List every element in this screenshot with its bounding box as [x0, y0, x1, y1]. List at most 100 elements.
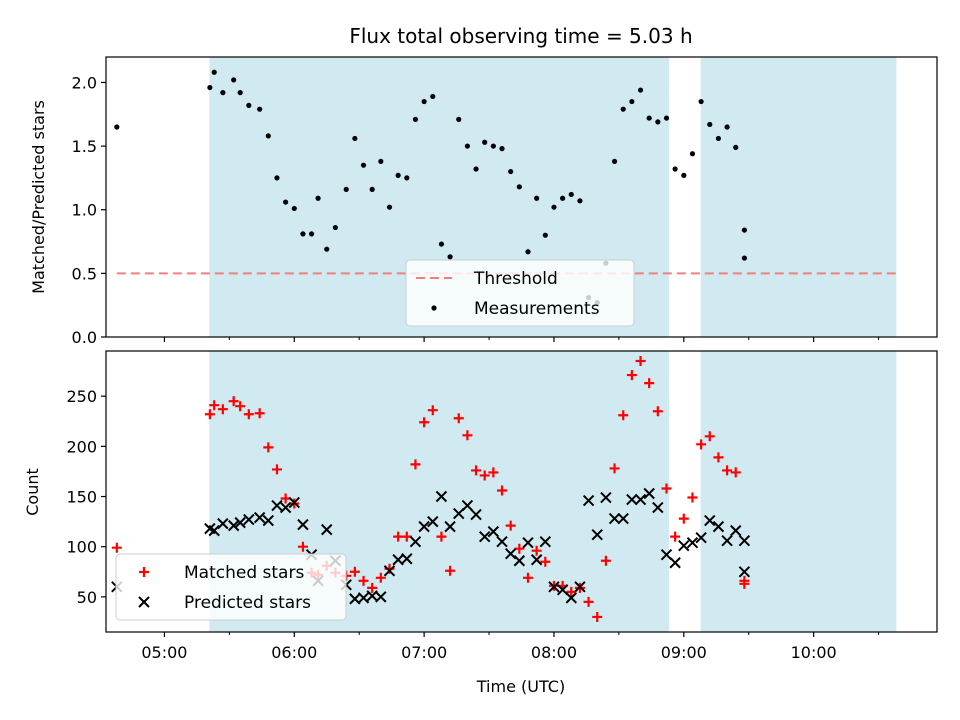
- data-point: [540, 556, 551, 567]
- data-point: [283, 199, 289, 205]
- data-point: [243, 409, 254, 420]
- data-point: [670, 531, 681, 542]
- data-point: [274, 175, 280, 181]
- axes-frame: [105, 56, 938, 338]
- data-point: [297, 518, 309, 531]
- data-point: [409, 535, 422, 548]
- data-point: [343, 186, 349, 192]
- observing-interval-band: [700, 350, 897, 633]
- data-point: [464, 143, 470, 149]
- data-point: [617, 512, 629, 525]
- data-point: [401, 531, 412, 542]
- data-point: [733, 144, 739, 150]
- data-point: [663, 115, 670, 121]
- data-point: [246, 102, 252, 108]
- data-point: [228, 396, 239, 407]
- legend-label: Predicted stars: [184, 593, 311, 613]
- data-point: [243, 513, 255, 526]
- bottom-y-axis-label: Count: [23, 468, 42, 516]
- x-tick-label: 07:00: [401, 643, 447, 662]
- data-point: [211, 69, 217, 75]
- data-point: [730, 467, 741, 478]
- data-point: [715, 135, 722, 142]
- data-point: [560, 195, 566, 201]
- data-point: [618, 410, 629, 421]
- data-point: [470, 508, 482, 521]
- data-point: [591, 528, 603, 541]
- data-point: [655, 119, 661, 125]
- data-point: [637, 87, 644, 93]
- data-point: [534, 195, 540, 201]
- legend-marker: [138, 596, 150, 608]
- data-point: [235, 401, 246, 412]
- data-point: [646, 115, 652, 121]
- data-point: [686, 536, 699, 549]
- bottom-panel: 50 100 150 200 250 05:00 06:00 07:00 08:00 09:00 1…: [66, 350, 938, 662]
- data-point: [358, 575, 369, 586]
- legend-box: [405, 259, 635, 327]
- data-point: [114, 124, 120, 130]
- data-point: [462, 430, 473, 441]
- data-point: [262, 514, 275, 527]
- data-point: [418, 520, 430, 533]
- data-point: [548, 581, 560, 593]
- data-point: [704, 514, 716, 527]
- data-point: [505, 520, 516, 531]
- data-point: [497, 485, 508, 496]
- data-point: [499, 146, 505, 152]
- data-point: [652, 406, 663, 417]
- data-point: [207, 84, 213, 91]
- data-point: [696, 439, 707, 450]
- data-point: [592, 611, 603, 622]
- data-point: [410, 459, 421, 470]
- data-point: [321, 523, 333, 536]
- x-tick-label: 09:00: [661, 643, 707, 662]
- x-axis-label: Time (UTC): [476, 677, 565, 696]
- data-point: [626, 493, 638, 506]
- data-point: [722, 465, 733, 476]
- data-point: [634, 493, 647, 506]
- data-point: [471, 465, 482, 476]
- data-point: [271, 464, 282, 475]
- data-point: [741, 227, 747, 233]
- data-point: [308, 231, 315, 237]
- data-point: [435, 490, 448, 503]
- data-point: [525, 249, 531, 255]
- data-point: [644, 378, 655, 389]
- data-point: [516, 184, 522, 190]
- legend-marker: [139, 567, 149, 577]
- data-point: [583, 596, 594, 607]
- data-point: [582, 494, 595, 507]
- x-tick-label: 10:00: [791, 643, 837, 662]
- data-point: [568, 191, 574, 198]
- data-point: [438, 241, 445, 247]
- data-point: [660, 549, 673, 561]
- data-point: [479, 530, 491, 543]
- data-point: [730, 524, 742, 537]
- data-point: [217, 517, 229, 530]
- y-tick-label: 1.5: [72, 137, 97, 156]
- y-tick-label: 2.0: [72, 73, 97, 92]
- data-point: [231, 77, 237, 83]
- data-point: [496, 535, 508, 548]
- data-point: [360, 162, 367, 168]
- data-point: [739, 578, 750, 589]
- data-point: [565, 592, 577, 604]
- data-point: [209, 400, 220, 411]
- data-point: [436, 531, 447, 542]
- data-point: [738, 534, 751, 547]
- data-point: [504, 548, 517, 560]
- data-point: [672, 166, 678, 172]
- data-point: [369, 186, 375, 192]
- x-tick-label: 08:00: [531, 643, 577, 662]
- y-tick-label: 1.0: [72, 201, 97, 220]
- data-point: [332, 224, 338, 231]
- data-point: [681, 172, 687, 178]
- legend-box: [115, 553, 347, 621]
- data-point: [698, 98, 704, 105]
- data-point: [401, 553, 413, 565]
- data-point: [600, 555, 611, 566]
- data-point: [707, 121, 713, 128]
- data-point: [530, 554, 543, 566]
- data-point: [461, 499, 474, 512]
